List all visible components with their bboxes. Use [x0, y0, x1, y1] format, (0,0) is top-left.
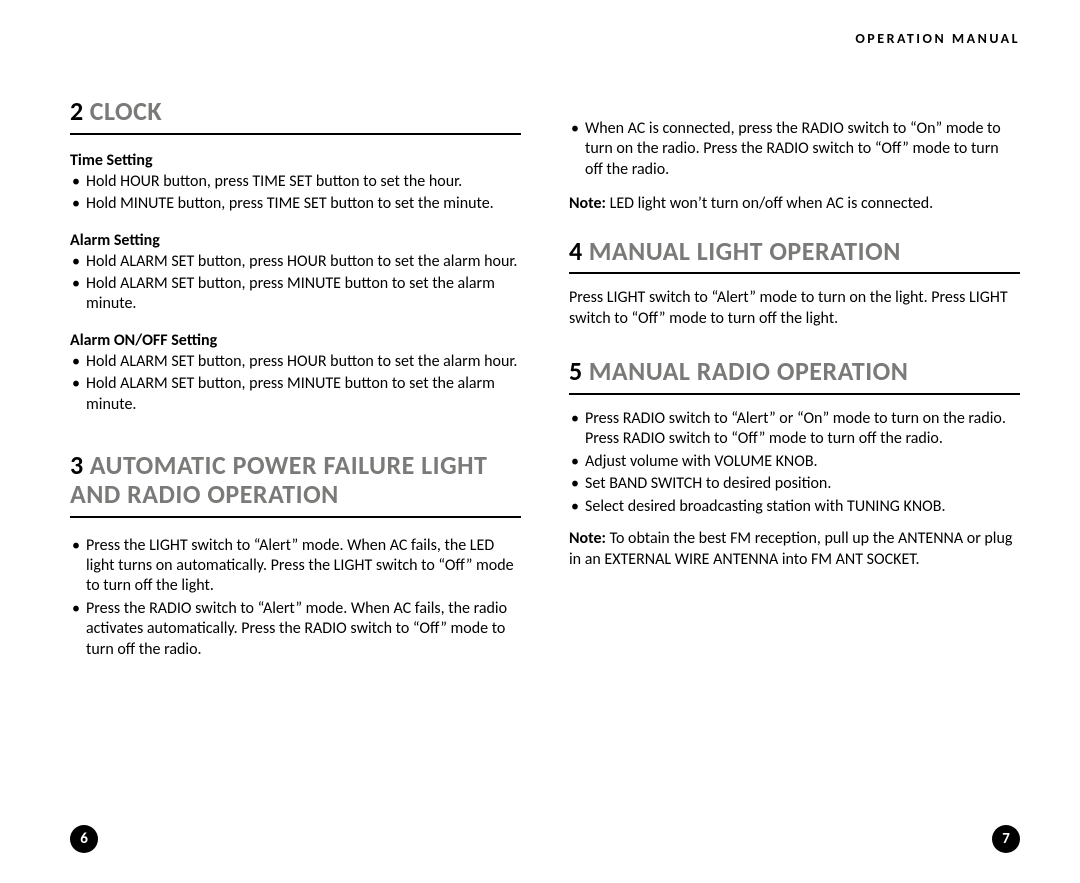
- section-number: 4: [569, 235, 583, 267]
- content-columns: 2CLOCK Time Setting Hold HOUR button, pr…: [70, 97, 1020, 670]
- section-title: 2CLOCK: [70, 97, 521, 135]
- bullet-list: When AC is connected, press the RADIO sw…: [569, 119, 1020, 180]
- note-body: To obtain the best FM reception, pull up…: [569, 529, 1012, 568]
- list-item: Hold HOUR button, press TIME SET button …: [70, 172, 521, 192]
- subheading: Alarm ON/OFF Setting: [70, 331, 521, 350]
- section-title: 5MANUAL RADIO OPERATION: [569, 357, 1020, 395]
- list-item: Hold ALARM SET button, press MINUTE butt…: [70, 374, 521, 415]
- note-label: Note:: [569, 529, 606, 548]
- subheading: Time Setting: [70, 151, 521, 170]
- note-label: Note:: [569, 194, 606, 213]
- page-footer: 6 7: [70, 825, 1020, 853]
- header-title: OPERATION MANUAL: [70, 30, 1020, 47]
- section-title-text: MANUAL LIGHT OPERATION: [589, 235, 901, 267]
- list-item: Press the RADIO switch to “Alert” mode. …: [70, 599, 521, 660]
- section-title-text: MANUAL RADIO OPERATION: [589, 355, 909, 387]
- list-item: Hold MINUTE button, press TIME SET butto…: [70, 194, 521, 214]
- section-number: 5: [569, 355, 583, 387]
- subheading: Alarm Setting: [70, 231, 521, 250]
- page-number-left: 6: [70, 825, 98, 853]
- section-number: 2: [70, 95, 84, 127]
- list-item: Set BAND SWITCH to desired position.: [569, 474, 1020, 494]
- bullet-list: Press RADIO switch to “Alert” or “On” mo…: [569, 409, 1020, 517]
- note-text: Note: LED light won’t turn on/off when A…: [569, 194, 1020, 214]
- paragraph: Press LIGHT switch to “Alert” mode to tu…: [569, 288, 1020, 329]
- list-item: Adjust volume with VOLUME KNOB.: [569, 452, 1020, 472]
- list-item: When AC is connected, press the RADIO sw…: [569, 119, 1020, 180]
- section-title-text: CLOCK: [90, 95, 162, 127]
- page-number-right: 7: [992, 825, 1020, 853]
- right-column: When AC is connected, press the RADIO sw…: [569, 97, 1020, 670]
- bullet-list: Hold ALARM SET button, press HOUR button…: [70, 252, 521, 315]
- bullet-list: Press the LIGHT switch to “Alert” mode. …: [70, 536, 521, 661]
- bullet-list: Hold HOUR button, press TIME SET button …: [70, 172, 521, 215]
- section-number: 3: [70, 449, 84, 481]
- note-body: LED light won’t turn on/off when AC is c…: [606, 194, 933, 213]
- section-title: 3AUTOMATIC POWER FAILURE LIGHT AND RADIO…: [70, 451, 521, 517]
- list-item: Select desired broadcasting station with…: [569, 497, 1020, 517]
- list-item: Hold ALARM SET button, press MINUTE butt…: [70, 274, 521, 315]
- section-title: 4MANUAL LIGHT OPERATION: [569, 237, 1020, 275]
- section-title-text: AUTOMATIC POWER FAILURE LIGHT AND RADIO …: [70, 449, 487, 510]
- continuation-block: When AC is connected, press the RADIO sw…: [569, 119, 1020, 215]
- left-column: 2CLOCK Time Setting Hold HOUR button, pr…: [70, 97, 521, 670]
- list-item: Press the LIGHT switch to “Alert” mode. …: [70, 536, 521, 597]
- note-text: Note: To obtain the best FM reception, p…: [569, 529, 1020, 570]
- list-item: Hold ALARM SET button, press HOUR button…: [70, 352, 521, 372]
- list-item: Hold ALARM SET button, press HOUR button…: [70, 252, 521, 272]
- list-item: Press RADIO switch to “Alert” or “On” mo…: [569, 409, 1020, 450]
- bullet-list: Hold ALARM SET button, press HOUR button…: [70, 352, 521, 415]
